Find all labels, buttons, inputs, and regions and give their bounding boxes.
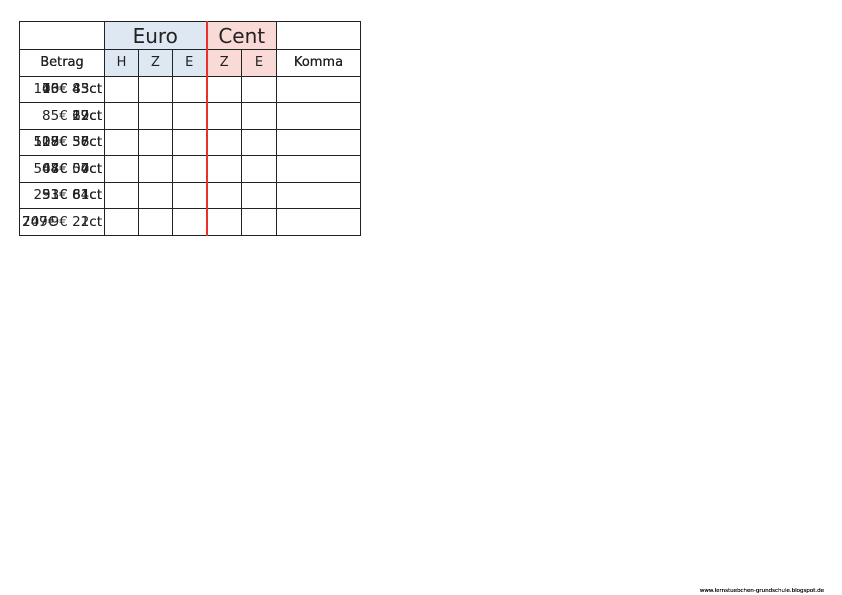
empty-cell [276,21,361,50]
place-header: E [241,49,277,77]
amount-row: 507€ 7ct [19,155,361,183]
place-header: H [104,49,139,77]
amount-row: 84ct [19,181,361,209]
amount-row: 9€ 21ct [19,208,361,236]
amount: 85€ 12ct [19,102,105,130]
amount-row: 85€ 12ct [19,102,361,130]
amount: 9€ 21ct [19,208,105,236]
answer-cell [276,208,361,236]
answer-cell [276,128,361,156]
amount: 100€ 45ct [19,75,105,103]
answer-cell [276,155,361,183]
answer-cell [205,102,242,130]
amount: 84ct [19,181,105,209]
answer-cell [276,102,361,130]
amount: 507€ 7ct [19,155,105,183]
amount-row: 100€ 45ct [19,75,361,103]
answer-cell [104,181,139,209]
betrag-header: Betrag [19,49,105,77]
answer-cell [138,75,173,103]
answer-cell [205,208,242,236]
answer-cell [104,208,139,236]
answer-cell [205,155,242,183]
answer-cell [241,181,277,209]
answer-cell [205,75,242,103]
answer-cell [241,75,277,103]
answer-cell [172,155,207,183]
footer-url: www.lernstuebchen-grundschule.blogspot.d… [699,588,824,594]
answer-cell [241,208,277,236]
footer-url: www.lernstuebchen-grundschule.blogspot.d… [699,588,824,594]
answer-cell [172,208,207,236]
answer-cell [241,155,277,183]
answer-cell [138,181,173,209]
answer-cell [172,181,207,209]
answer-cell [241,102,277,130]
place-header: E [172,49,207,77]
place-header: Z [205,49,242,77]
answer-cell [138,128,173,156]
answer-cell [205,128,242,156]
answer-cell [172,102,207,130]
answer-cell [104,155,139,183]
euro-header: Euro [104,21,207,50]
answer-cell [172,75,207,103]
answer-cell [104,75,139,103]
answer-cell [276,75,361,103]
answer-cell [104,102,139,130]
answer-cell [172,128,207,156]
empty-cell [19,21,105,50]
answer-cell [241,128,277,156]
answer-cell [138,208,173,236]
answer-cell [138,155,173,183]
amount: 519€ 58ct [19,128,105,156]
answer-cell [104,128,139,156]
place-header: Z [138,49,173,77]
cent-header: Cent [205,21,277,50]
answer-cell [205,181,242,209]
amount-row: 519€ 58ct [19,128,361,156]
footer-url: www.lernstuebchen-grundschule.blogspot.d… [699,588,824,594]
money-table: Euro Cent Betrag H Z E Z E Komma 100€ 45ct 85€ 12c… [19,21,361,236]
footer-url: www.lernstuebchen-grundschule.blogspot.d… [699,588,824,594]
komma-header: Komma [276,49,361,77]
answer-cell [138,102,173,130]
answer-cell [276,181,361,209]
